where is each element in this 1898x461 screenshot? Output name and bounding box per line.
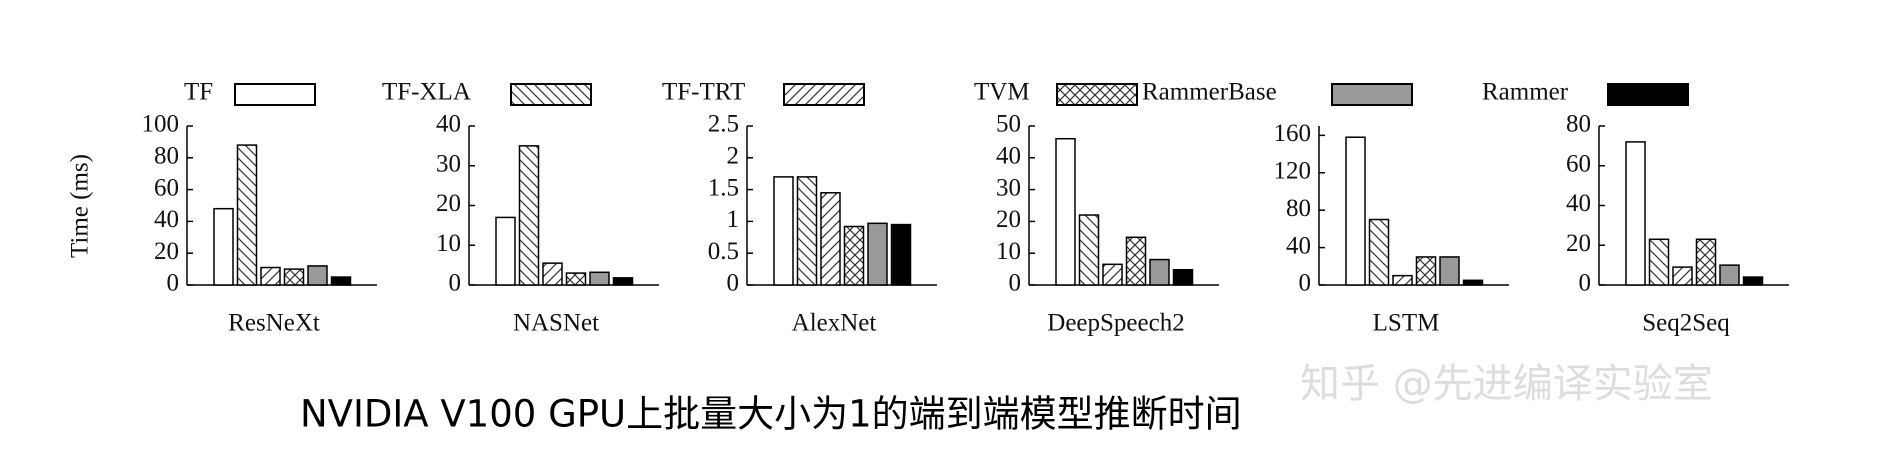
bar (1439, 256, 1460, 286)
legend-label: RammerBase (1142, 79, 1277, 106)
bar (1625, 141, 1646, 286)
y-tick-label: 40 (996, 143, 1021, 170)
bar (1719, 264, 1740, 286)
y-tick-label: 20 (996, 206, 1021, 233)
y-tick-label: 0 (727, 270, 740, 297)
y-tick-label: 0 (1009, 270, 1022, 297)
bar (867, 222, 888, 286)
y-tick-label: 10 (436, 230, 461, 257)
y-tick-label: 80 (154, 143, 179, 170)
bar (495, 216, 516, 286)
bar (213, 207, 234, 286)
y-tick-label: 120 (1274, 157, 1312, 184)
bar (1462, 279, 1484, 286)
bar (1149, 258, 1170, 286)
y-tick-label: 80 (1566, 111, 1591, 138)
bar (796, 176, 818, 286)
y-tick-label: 30 (436, 150, 461, 177)
legend-label: TF-XLA (382, 79, 471, 106)
bar (1392, 274, 1413, 286)
y-tick-label: 40 (154, 206, 179, 233)
y-tick-label: 20 (436, 190, 461, 217)
watermark: 知乎 @先进编译实验室 (1300, 361, 1713, 407)
bar (1172, 268, 1194, 286)
bar (283, 268, 305, 286)
y-axis-label: Time (ms) (67, 154, 94, 258)
bar (1742, 276, 1764, 286)
panel-label: AlexNet (792, 310, 877, 337)
bar (612, 277, 634, 286)
bar (518, 145, 540, 286)
y-tick-label: 0 (1579, 270, 1592, 297)
bar (1368, 218, 1390, 286)
y-tick-label: 60 (154, 174, 179, 201)
y-tick-label: 1.5 (708, 174, 739, 201)
caption: NVIDIA V100 GPU上批量大小为1的端到端模型推断时间 (300, 393, 1242, 436)
panel-label: Seq2Seq (1642, 310, 1730, 337)
bar (843, 225, 865, 286)
legend-swatch (1056, 83, 1138, 106)
panel-label: LSTM (1373, 310, 1440, 337)
legend-swatch (510, 83, 592, 106)
y-tick-label: 0 (167, 270, 180, 297)
y-tick-label: 1 (727, 206, 740, 233)
bar (773, 176, 794, 286)
y-tick-label: 60 (1566, 150, 1591, 177)
y-tick-label: 80 (1286, 195, 1311, 222)
y-tick-label: 20 (1566, 230, 1591, 257)
y-tick-label: 20 (154, 238, 179, 265)
y-tick-label: 40 (1566, 190, 1591, 217)
legend-label: TF-TRT (662, 79, 745, 106)
bar (1078, 214, 1100, 286)
y-tick-label: 2.5 (708, 111, 739, 138)
y-tick-label: 100 (142, 111, 180, 138)
bar (260, 266, 281, 286)
y-tick-label: 2 (727, 143, 740, 170)
legend-label: TF (184, 79, 213, 106)
bar (1695, 238, 1717, 286)
bar (1415, 256, 1437, 286)
bar (589, 271, 610, 286)
bar (1648, 238, 1670, 286)
y-tick-label: 40 (436, 111, 461, 138)
bar (1125, 236, 1147, 286)
legend-label: TVM (974, 79, 1030, 106)
legend-swatch (1607, 83, 1689, 106)
bar (1672, 266, 1693, 286)
y-tick-label: 10 (996, 238, 1021, 265)
legend-swatch (1331, 83, 1413, 106)
bar (307, 265, 328, 286)
legend-swatch (234, 83, 316, 106)
bar (1345, 136, 1366, 286)
bar (565, 272, 587, 286)
y-tick-label: 0 (449, 270, 462, 297)
y-tick-label: 160 (1274, 120, 1312, 147)
legend-label: Rammer (1482, 79, 1569, 106)
y-tick-label: 50 (996, 111, 1021, 138)
y-tick-label: 40 (1286, 232, 1311, 259)
y-tick-label: 0 (1299, 270, 1312, 297)
panel-label: NASNet (513, 310, 599, 337)
bar (890, 223, 912, 286)
y-tick-label: 30 (996, 174, 1021, 201)
bar (1102, 263, 1123, 286)
panel-label: DeepSpeech2 (1047, 310, 1184, 337)
y-tick-label: 0.5 (708, 238, 739, 265)
bar (542, 262, 563, 286)
bar (1055, 137, 1076, 286)
legend-swatch (783, 83, 865, 106)
bar (330, 276, 352, 286)
bar (236, 144, 258, 286)
panel-label: ResNeXt (228, 310, 320, 337)
bar (820, 192, 841, 286)
